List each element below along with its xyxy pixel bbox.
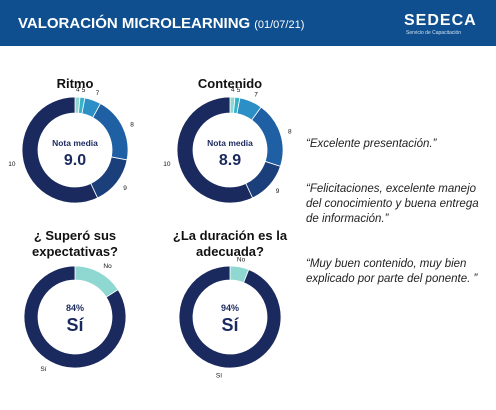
slice-label-2-1: Sí — [40, 366, 46, 373]
slice-label-0-0: 4 — [76, 87, 80, 94]
slice-label-1-2: 7 — [254, 92, 258, 99]
slice-label-0-2: 7 — [96, 90, 100, 97]
donut-chart-duracion: No Sí 94% Sí — [178, 257, 282, 379]
center-value-1: 8.9 — [219, 152, 241, 169]
slice-label-0-3: 8 — [130, 122, 134, 129]
chart-title-duracion: ¿La duración es la adecuada? — [172, 228, 288, 259]
chart-title-contenido: Contenido — [197, 76, 263, 91]
slice-label-1-4: 9 — [276, 188, 280, 195]
center-label-2: 84% — [66, 303, 84, 313]
donut-chart-ritmo: 4 5 7 8 9 10 Nota media 9.0 — [8, 87, 134, 204]
donut-slice-1-3 — [251, 106, 284, 167]
chart-title-ritmo: Ritmo — [56, 76, 94, 91]
header-bar: VALORACIÓN MICROLEARNING (01/07/21) SEDEC… — [0, 0, 496, 46]
slice-label-1-0: 4 — [231, 87, 235, 94]
slice-label-1-5: 10 — [163, 161, 171, 168]
donut-slice-3-1 — [178, 265, 282, 369]
slice-label-0-1: 5 — [82, 87, 86, 94]
sedeca-logo: SEDECA Servicio de Capacitación — [404, 10, 484, 38]
chart-title-expectativas: ¿ Superó sus expectativas? — [32, 228, 118, 259]
quote-2: “Felicitaciones, excelente manejo del co… — [306, 183, 479, 225]
donut-slice-1-5 — [176, 96, 254, 204]
slice-label-0-5: 10 — [8, 161, 16, 168]
donut-chart-contenido: 4 5 7 8 9 10 Nota media 8.9 — [163, 87, 292, 204]
donut-slice-2-0 — [74, 265, 119, 298]
title-date: (01/07/21) — [254, 19, 305, 31]
center-label-3: 94% — [221, 303, 239, 313]
slice-label-1-3: 8 — [288, 129, 292, 136]
logo-text: SEDECA — [404, 12, 477, 29]
donut-slice-0-4 — [90, 156, 128, 199]
donut-slice-0-5 — [21, 96, 99, 204]
center-label-0: Nota media — [52, 138, 98, 148]
title-text: VALORACIÓN MICROLEARNING — [18, 15, 251, 32]
page-title: VALORACIÓN MICROLEARNING (01/07/21) — [18, 15, 304, 32]
slice-label-0-4: 9 — [123, 185, 127, 192]
center-value-0: 9.0 — [64, 152, 86, 169]
center-value-3: Sí — [221, 315, 239, 335]
slice-label-2-0: No — [103, 263, 112, 270]
logo-subtitle: Servicio de Capacitación — [406, 30, 462, 36]
quote-1: “Excelente presentación.” — [306, 138, 437, 150]
slice-label-1-1: 5 — [237, 87, 241, 94]
slice-label-3-1: Sí — [216, 372, 222, 379]
donut-slice-2-1 — [23, 265, 127, 369]
center-value-2: Sí — [66, 315, 84, 335]
donut-chart-expectativas: No Sí 84% Sí — [23, 263, 127, 373]
center-label-1: Nota media — [207, 138, 253, 148]
donut-slice-0-3 — [92, 103, 129, 161]
slice-label-3-0: No — [237, 257, 246, 264]
quote-3: “Muy buen contenido, muy bien explicado … — [306, 258, 478, 285]
